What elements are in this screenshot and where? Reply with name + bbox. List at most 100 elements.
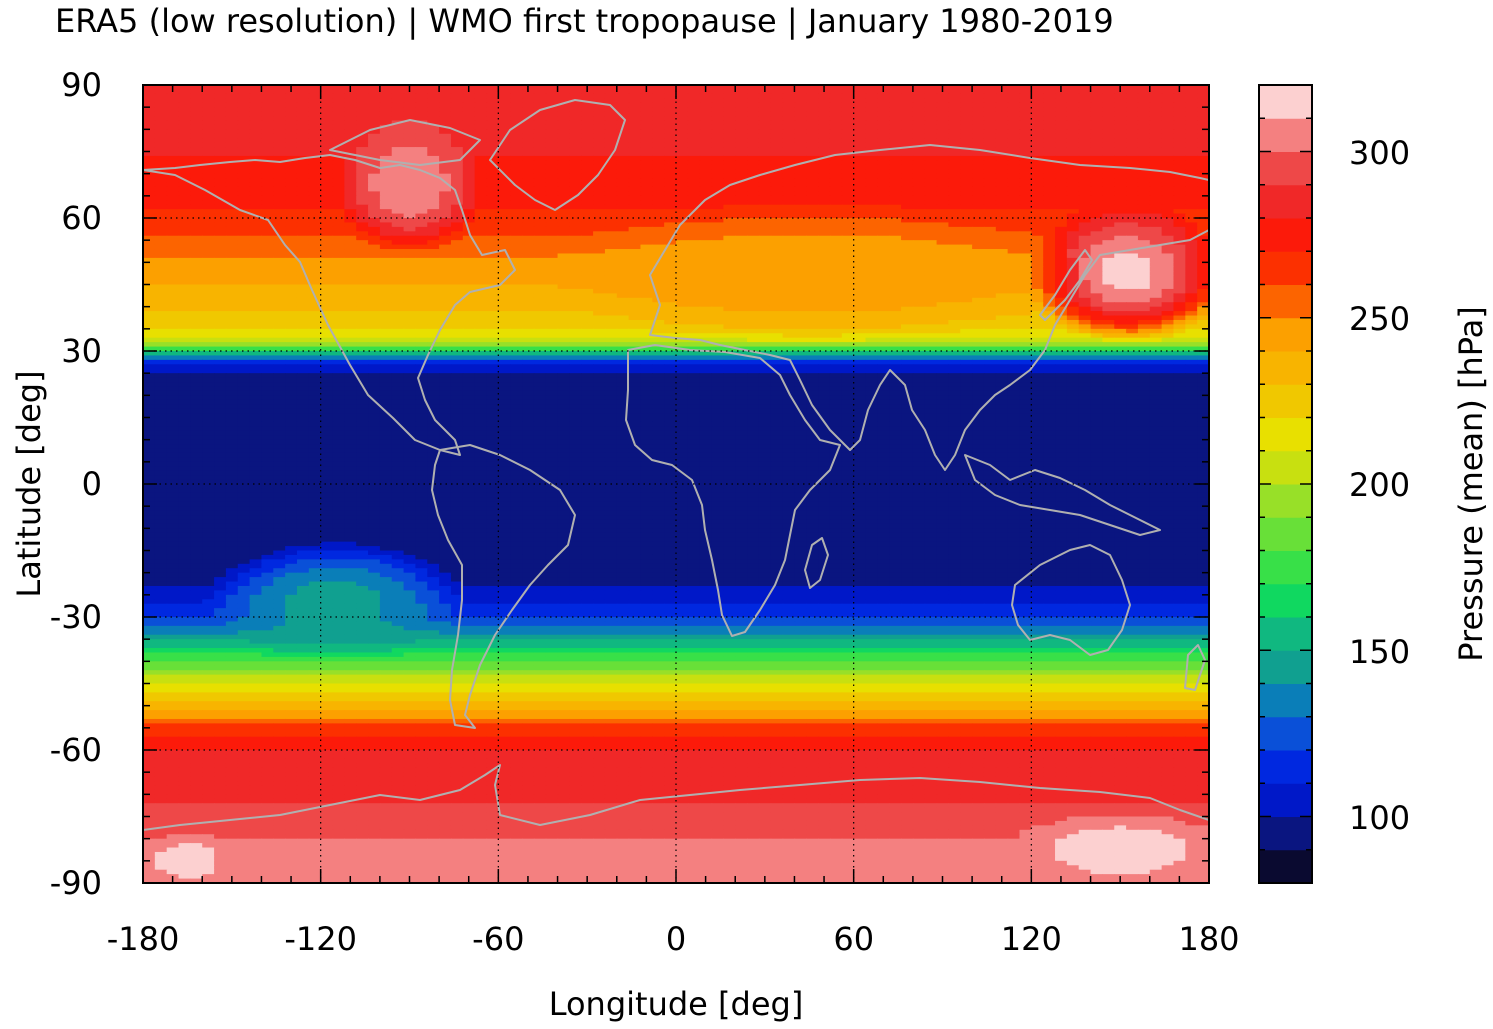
heatmap-cell [723,204,736,210]
heatmap-cell [154,240,168,246]
heatmap-cell [427,120,440,126]
heatmap-cell [1173,169,1186,175]
heatmap-cell [877,164,890,170]
heatmap-cell [972,302,985,308]
heatmap-cell [924,240,938,246]
heatmap-cell [356,288,369,294]
heatmap-cell [510,244,523,250]
heatmap-cell [1149,129,1163,135]
heatmap-cell [1114,129,1127,135]
heatmap-cell [652,85,665,91]
heatmap-cell [1114,182,1127,188]
heatmap-cell [936,257,950,263]
heatmap-cell [652,151,665,157]
heatmap-cell [143,257,156,263]
heatmap-cell [723,222,736,228]
heatmap-cell [664,271,677,277]
heatmap-cell [332,302,345,308]
heatmap-cell [391,169,405,175]
heatmap-cell [1197,85,1209,91]
heatmap-cell [948,302,961,308]
heatmap-cell [687,218,701,224]
heatmap-cell [747,288,760,294]
heatmap-cell [545,319,559,325]
heatmap-cell [723,319,736,325]
heatmap-cell [569,226,582,232]
heatmap-cell [439,266,452,272]
heatmap-cell [676,98,689,104]
heatmap-cell [498,253,511,259]
heatmap-cell [770,102,784,108]
heatmap-cell [806,226,819,232]
heatmap-cell [154,311,168,317]
heatmap-cell [462,284,476,290]
heatmap-cell [462,120,476,126]
heatmap-cell [794,124,807,130]
heatmap-cell [510,222,523,228]
heatmap-cell [1102,155,1115,161]
heatmap-cell [202,116,215,122]
heatmap-cell [829,302,843,308]
heatmap-cell [1126,151,1139,157]
heatmap-cell [225,209,239,215]
heatmap-cell [1173,151,1186,157]
heatmap-cell [818,209,831,215]
heatmap-cell [533,319,547,325]
heatmap-cell [214,124,227,130]
heatmap-cell [664,107,677,113]
heatmap-cell [829,311,843,317]
heatmap-cell [166,266,180,272]
heatmap-cell [1031,311,1044,317]
heatmap-cell [510,124,523,130]
chart-title: ERA5 (low resolution) | WMO first tropop… [55,2,1114,40]
heatmap-cell [770,319,784,325]
heatmap-cell [261,209,274,215]
heatmap-cell [652,178,665,184]
heatmap-cell [285,98,298,104]
heatmap-cell [474,195,488,201]
heatmap-cell [829,213,843,219]
heatmap-cell [533,315,547,321]
heatmap-cell [379,280,393,286]
heatmap-cell [427,93,440,99]
heatmap-cell [983,284,997,290]
heatmap-cell [581,253,594,259]
heatmap-cell [1149,89,1163,95]
heatmap-cell [995,98,1009,104]
heatmap-cell [1066,169,1080,175]
heatmap-cell [912,89,926,95]
heatmap-cell [462,200,476,206]
heatmap-cell [699,266,713,272]
heatmap-cell [735,324,748,330]
heatmap-cell [178,297,191,303]
heatmap-cell [616,129,630,135]
heatmap-cell [1055,280,1068,286]
heatmap-cell [545,98,559,104]
heatmap-cell [415,306,428,312]
heatmap-cell [522,133,535,139]
heatmap-cell [249,288,263,294]
heatmap-cell [924,164,938,170]
heatmap-cell [604,275,618,281]
heatmap-cell [995,284,1009,290]
heatmap-cell [143,288,156,294]
heatmap-cell [474,120,488,126]
heatmap-cell [1019,85,1032,91]
heatmap-cell [616,306,630,312]
heatmap-cell [652,186,665,192]
heatmap-cell [379,89,393,95]
heatmap-cell [593,102,606,108]
heatmap-cell [735,93,748,99]
heatmap-cell [889,151,902,157]
heatmap-cell [261,138,274,144]
heatmap-cell [640,164,653,170]
heatmap-cell [877,98,890,104]
heatmap-cell [214,302,227,308]
heatmap-cell [308,186,322,192]
heatmap-cell [379,226,393,232]
heatmap-cell [1019,209,1032,215]
heatmap-cell [225,138,239,144]
heatmap-cell [1055,284,1068,290]
heatmap-cell [1078,244,1092,250]
heatmap-cell [829,280,843,286]
